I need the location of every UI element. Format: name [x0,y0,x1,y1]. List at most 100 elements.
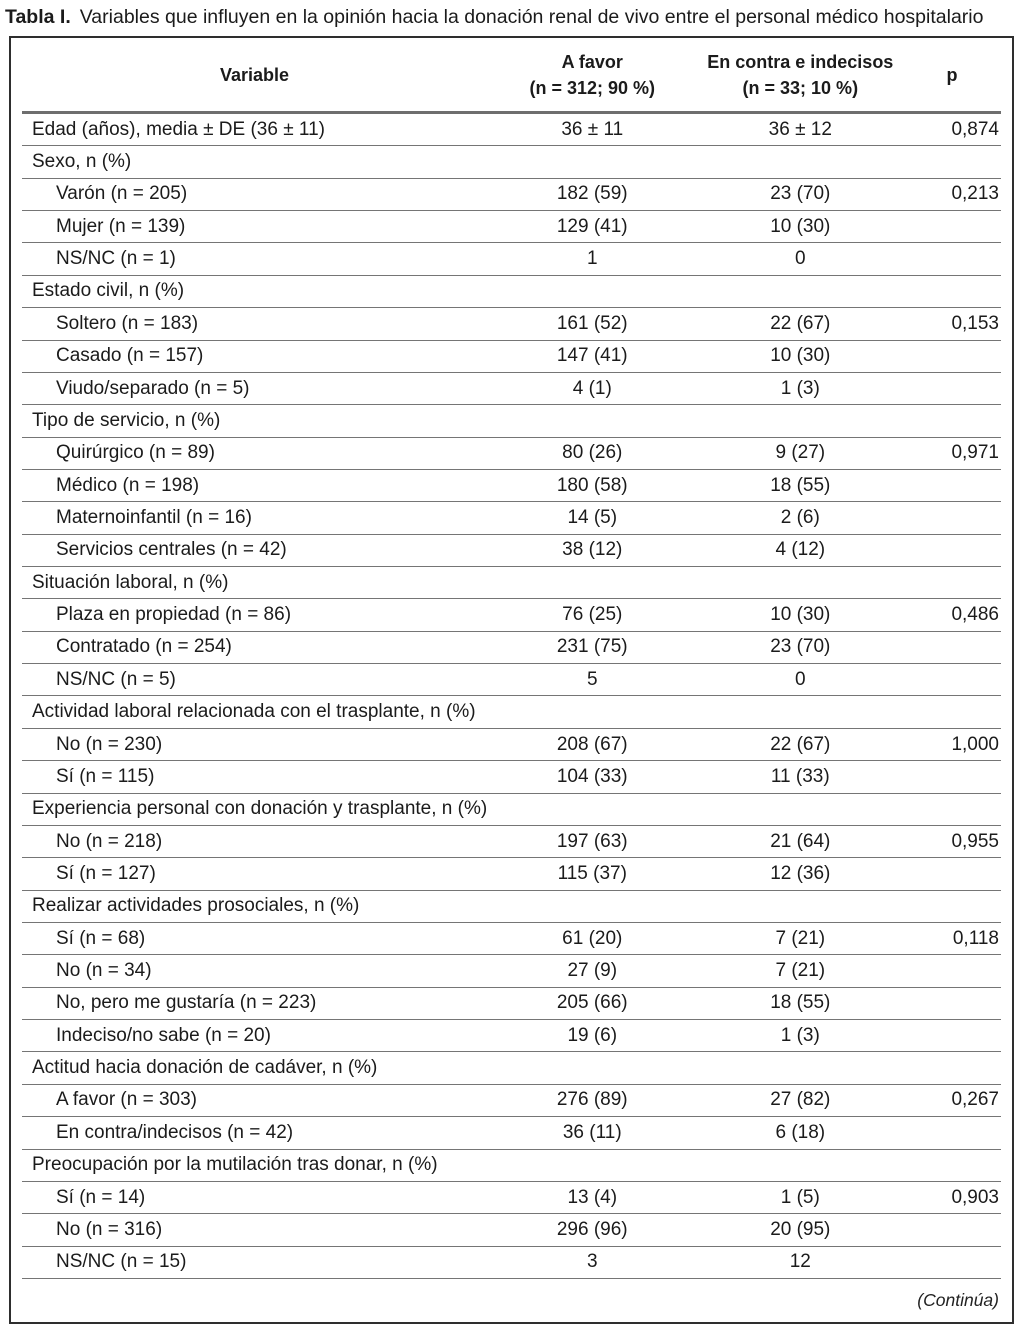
row-favor-value: 36 ± 11 [561,118,624,140]
row-contra-value: 23 (70) [770,636,831,658]
row-favor-value: 1 [586,248,598,270]
table-row: Varón (n = 205) 182 (59) 23 (70) 0,213 [22,177,1001,210]
table-row: NS/NC (n = 1) 1 0 [22,242,1001,274]
row-favor-value: 76 (25) [562,604,623,626]
row-variable-label: NS/NC (n = 15) [56,1251,187,1273]
table-row: Edad (años), media ± DE (36 ± 11) 36 ± 1… [22,114,1001,145]
row-contra-value: 2 (6) [780,506,820,528]
row-variable-label: No (n = 34) [56,960,152,982]
row-favor-value: 5 [586,668,598,690]
column-header-contra-line2: (n = 33; 10 %) [742,77,859,98]
row-variable-label: Sí (n = 127) [56,862,156,884]
row-contra-value: 18 (55) [770,992,831,1014]
section-label: Situación laboral, n (%) [32,571,229,593]
column-header-favor: A favor (n = 312; 90 %) [487,49,697,101]
table-row: Contratado (n = 254) 231 (75) 23 (70) [22,630,1001,663]
table-row: No, pero me gustaría (n = 223) 205 (66) … [22,986,1001,1019]
row-variable-label: Edad (años), media ± DE (36 ± 11) [32,118,325,140]
row-contra-value: 36 ± 12 [768,118,832,140]
row-variable-label: Sí (n = 115) [56,765,155,787]
row-favor-value: 161 (52) [556,312,628,334]
row-contra-value: 1 (3) [780,1024,820,1046]
row-variable-label: No (n = 230) [56,733,163,755]
section-label: Tipo de servicio, n (%) [32,409,221,431]
row-variable-label: Soltero (n = 183) [56,312,199,334]
row-favor-value: 27 (9) [567,960,618,982]
row-contra-value: 22 (67) [770,312,831,334]
table-row: Mujer (n = 139) 129 (41) 10 (30) [22,210,1001,242]
continuation-note: (Continúa) [917,1290,999,1310]
table-row: Sí (n = 14) 13 (4) 1 (5) 0,903 [22,1180,1001,1213]
table-section-row: Realizar actividades prosociales, n (%) [22,889,1001,922]
row-variable-label: No, pero me gustaría (n = 223) [56,992,317,1014]
row-contra-value: 10 (30) [770,215,831,237]
table-row: Indeciso/no sabe (n = 20) 19 (6) 1 (3) [22,1019,1001,1051]
table-row: Médico (n = 198) 180 (58) 18 (55) [22,468,1001,501]
row-variable-label: No (n = 218) [56,830,163,852]
table-row: Sí (n = 127) 115 (37) 12 (36) [22,857,1001,889]
table-row: No (n = 316) 296 (96) 20 (95) [22,1213,1001,1245]
row-variable-label: Varón (n = 205) [56,183,188,205]
row-favor-value: 208 (67) [556,733,628,755]
row-favor-value: 231 (75) [556,636,628,658]
row-variable-label: Sí (n = 14) [56,1186,146,1208]
row-favor-value: 147 (41) [556,345,628,367]
table-footer-row: (Continúa) [22,1278,1001,1322]
table-section-row: Sexo, n (%) [22,145,1001,177]
column-header-favor-line1: A favor [561,51,623,72]
table-row: En contra/indecisos (n = 42) 36 (11) 6 (… [22,1116,1001,1148]
table-row: Sí (n = 115) 104 (33) 11 (33) [22,760,1001,792]
row-favor-value: 205 (66) [556,992,628,1014]
row-p-value: 0,903 [951,1186,999,1208]
table-body: Edad (años), media ± DE (36 ± 11) 36 ± 1… [22,114,1001,1278]
row-variable-label: Mujer (n = 139) [56,215,186,237]
row-favor-value: 36 (11) [562,1121,622,1143]
row-favor-value: 3 [586,1251,598,1273]
table-row: No (n = 230) 208 (67) 22 (67) 1,000 [22,727,1001,760]
table-section-row: Actitud hacia donación de cadáver, n (%) [22,1051,1001,1083]
row-variable-label: Sí (n = 68) [56,927,146,949]
table-header-row: Variable A favor (n = 312; 90 %) En cont… [22,38,1001,114]
row-variable-label: Médico (n = 198) [56,474,200,496]
row-p-value: 0,153 [951,312,999,334]
row-p-value: 0,267 [951,1089,999,1111]
row-contra-value: 1 (3) [780,377,820,399]
row-variable-label: Indeciso/no sabe (n = 20) [56,1024,271,1046]
row-p-value: 0,971 [951,442,999,464]
row-contra-value: 7 (21) [775,960,826,982]
row-p-value: 0,955 [951,830,999,852]
row-contra-value: 27 (82) [770,1089,831,1111]
section-label: Actividad laboral relacionada con el tra… [32,701,476,723]
table-title-text: Variables que influyen en la opinión hac… [79,6,984,28]
row-contra-value: 20 (95) [770,1218,831,1240]
row-favor-value: 4 (1) [572,377,612,399]
row-favor-value: 13 (4) [567,1186,618,1208]
row-favor-value: 61 (20) [562,927,623,949]
table-section-row: Estado civil, n (%) [22,274,1001,307]
table-row: Maternoinfantil (n = 16) 14 (5) 2 (6) [22,501,1001,533]
row-contra-value: 12 (36) [770,862,831,884]
row-contra-value: 12 [789,1251,811,1273]
section-label: Actitud hacia donación de cadáver, n (%) [32,1057,378,1079]
table-row: Viudo/separado (n = 5) 4 (1) 1 (3) [22,371,1001,404]
table-row: Quirúrgico (n = 89) 80 (26) 9 (27) 0,971 [22,436,1001,469]
row-variable-label: Plaza en propiedad (n = 86) [56,604,292,626]
table-row: NS/NC (n = 15) 3 12 [22,1245,1001,1278]
data-table: Variable A favor (n = 312; 90 %) En cont… [9,36,1014,1324]
table-section-row: Tipo de servicio, n (%) [22,404,1001,436]
row-contra-value: 10 (30) [770,604,831,626]
row-variable-label: Contratado (n = 254) [56,636,232,658]
row-contra-value: 10 (30) [770,345,831,367]
table-row: A favor (n = 303) 276 (89) 27 (82) 0,267 [22,1083,1001,1116]
row-favor-value: 115 (37) [557,862,627,884]
table-row: NS/NC (n = 5) 5 0 [22,663,1001,695]
row-favor-value: 276 (89) [556,1089,628,1111]
section-label: Realizar actividades prosociales, n (%) [32,895,360,917]
row-variable-label: Maternoinfantil (n = 16) [56,506,252,528]
table-section-row: Actividad laboral relacionada con el tra… [22,695,1001,727]
table-title-label: Tabla I. [5,6,71,28]
row-favor-value: 180 (58) [556,474,628,496]
row-contra-value: 7 (21) [775,927,826,949]
row-favor-value: 129 (41) [556,215,628,237]
